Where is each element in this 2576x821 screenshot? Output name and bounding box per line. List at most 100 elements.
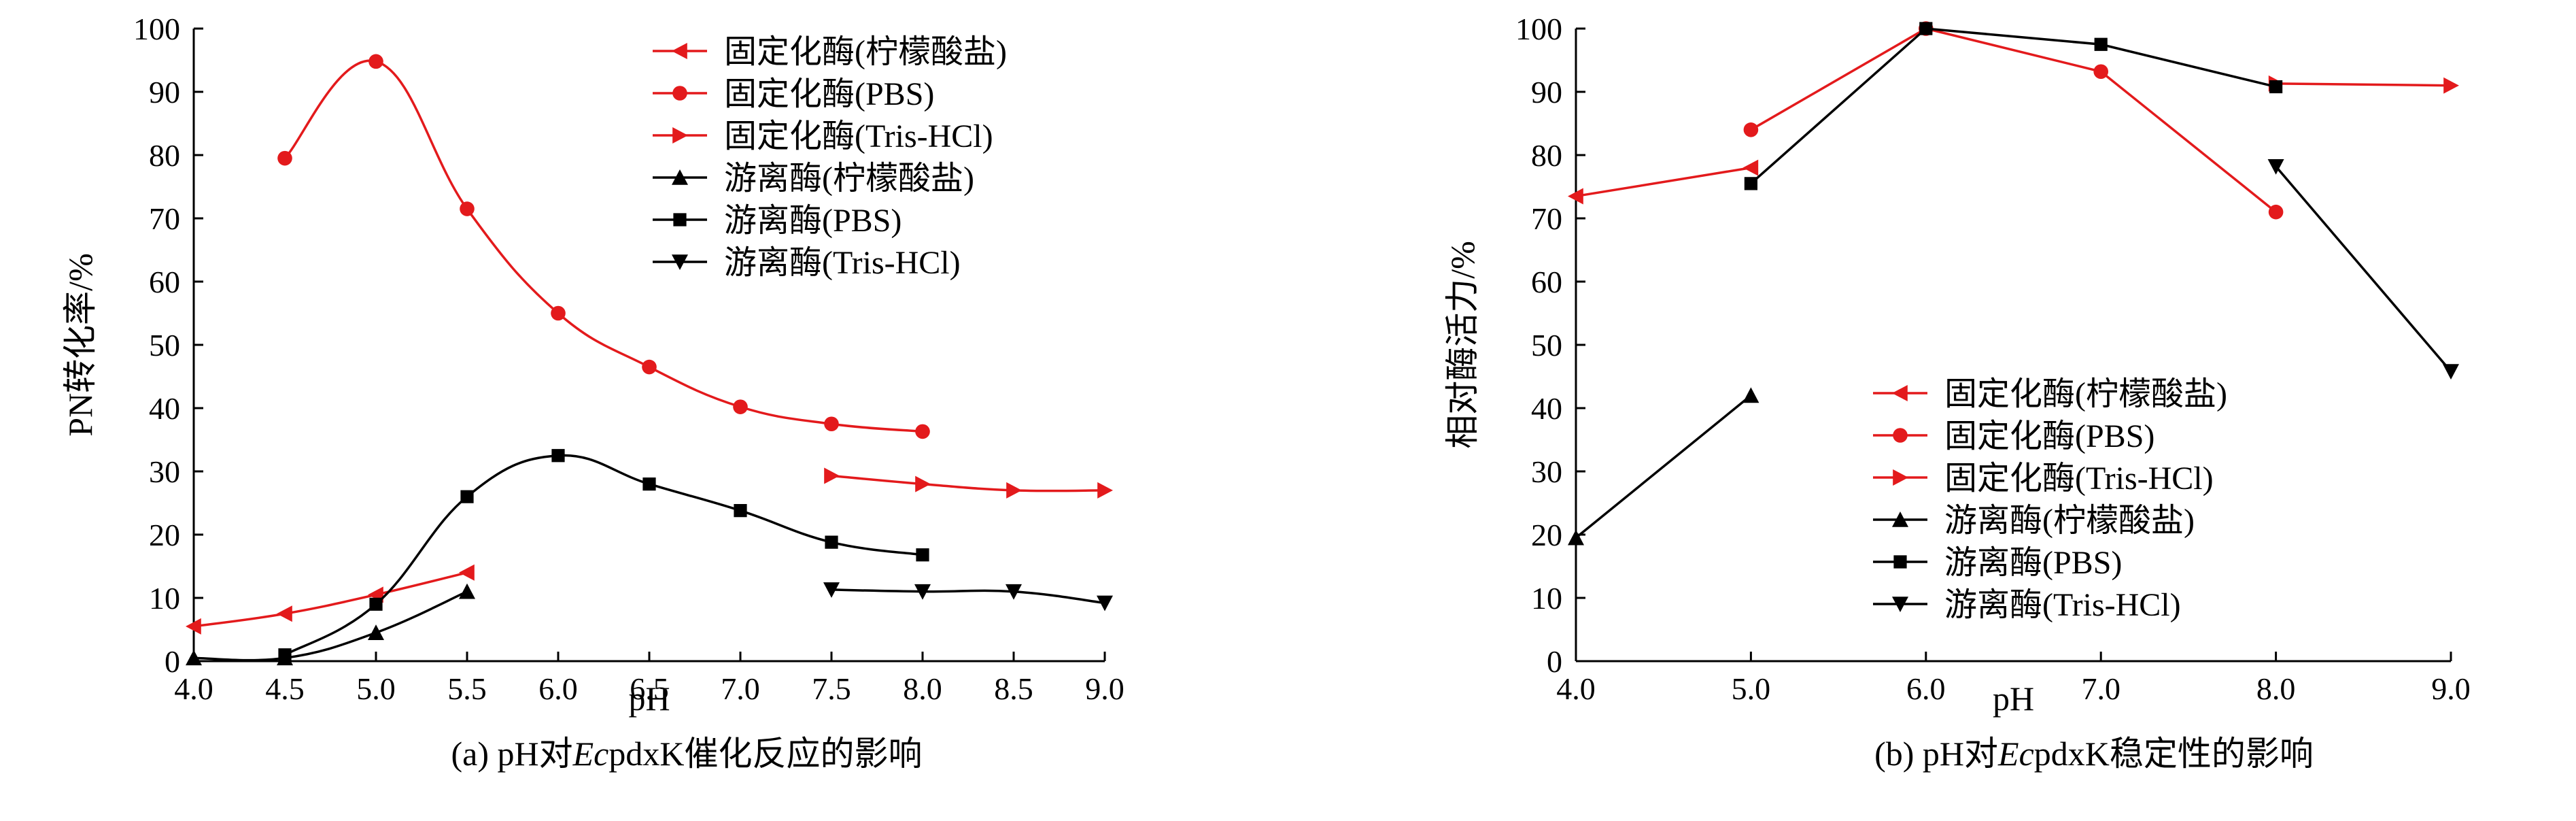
series-line [1750, 27, 2277, 185]
legend-label: 固定化酶(Tris-HCl) [1944, 460, 2214, 497]
y-tick-label: 60 [149, 265, 180, 299]
x-tick-label: 6.0 [538, 671, 578, 706]
legend-label: 固定化酶(Tris-HCl) [724, 118, 993, 154]
data-point [1568, 188, 1583, 205]
data-point [1006, 482, 1022, 499]
data-point [2094, 37, 2108, 51]
legend-marker [1892, 597, 1908, 612]
chart-b: 0 10 20 30 40 50 60 70 80 90 100 4.0 5.0 6.0 7.0 8.0 9.0… [1443, 12, 2471, 718]
data-point [369, 597, 383, 611]
y-tick-label: 50 [149, 328, 180, 363]
series-1 [1568, 159, 1759, 205]
data-point [277, 605, 292, 622]
legend-entry: 固定化酶(柠檬酸盐) [1873, 376, 2227, 412]
y-tick-label: 80 [149, 138, 180, 173]
caption-b: (b) pH对EcpdxK稳定性的影响 [1720, 726, 2468, 775]
series-4 [1568, 387, 1759, 546]
data-point [1742, 159, 1759, 176]
data-point [642, 477, 656, 491]
x-tick-label: 4.5 [265, 671, 305, 706]
y-tick-label: 10 [1531, 581, 1562, 616]
data-point [1744, 177, 1757, 190]
data-point [2269, 80, 2283, 94]
data-point [459, 583, 475, 599]
y-tick-label: 30 [149, 454, 180, 489]
x-tick-label: 9.0 [1085, 671, 1124, 706]
data-point [460, 490, 474, 503]
data-point [915, 424, 930, 439]
y-tick-label: 90 [1531, 75, 1562, 110]
caption-b-italic: Ec [1998, 735, 2034, 773]
caption-a: (a) pH对EcpdxK催化反应的影响 [347, 726, 1027, 775]
data-point [277, 150, 292, 166]
legend-entry: 游离酶(PBS) [1873, 545, 2122, 581]
data-point [368, 624, 384, 640]
series-6 [2267, 158, 2459, 380]
legend-entry: 游离酶(Tris-HCl) [1873, 587, 2181, 623]
data-point [1742, 387, 1759, 403]
legend-label: 游离酶(柠檬酸盐) [1944, 503, 2195, 539]
y-tick-label: 0 [165, 644, 180, 679]
data-point [825, 535, 838, 549]
caption-a-prefix: (a) pH对 [451, 735, 573, 773]
series-3 [2268, 75, 2459, 94]
legend-marker [1892, 512, 1908, 527]
series-line [1575, 166, 1751, 198]
data-point [1097, 482, 1113, 499]
legend-label: 游离酶(PBS) [1944, 545, 2122, 581]
legend-marker [673, 213, 687, 227]
series-line [831, 474, 1105, 492]
data-point [186, 650, 202, 666]
y-tick-label: 30 [1531, 454, 1562, 489]
data-point [551, 449, 565, 463]
data-point [734, 504, 747, 518]
x-tick-label: 7.5 [812, 671, 851, 706]
x-tick-label: 8.5 [994, 671, 1033, 706]
caption-b-prefix: (b) pH对 [1874, 735, 1999, 773]
x-tick-label: 5.5 [447, 671, 487, 706]
data-point [551, 305, 566, 321]
legend-marker [1893, 555, 1907, 569]
data-point [823, 582, 840, 598]
legend-marker [1893, 469, 1908, 486]
data-point [733, 399, 748, 414]
legend-entry: 固定化酶(Tris-HCl) [653, 118, 993, 154]
legend-label: 游离酶(Tris-HCl) [1944, 587, 2181, 623]
data-point [2093, 64, 2108, 80]
data-point [642, 359, 657, 375]
x-tick-label: 5.0 [356, 671, 396, 706]
data-point [824, 467, 840, 484]
data-point [1097, 595, 1113, 611]
data-point [2268, 204, 2284, 220]
y-tick-label: 0 [1547, 644, 1562, 679]
x-tick-label: 4.0 [1556, 671, 1596, 706]
data-point [186, 618, 201, 635]
series-line [193, 571, 468, 628]
legend-entry: 游离酶(柠檬酸盐) [653, 161, 974, 197]
series-line [1750, 27, 2277, 214]
legend-label: 游离酶(Tris-HCl) [724, 245, 961, 281]
y-tick-label: 20 [1531, 518, 1562, 552]
legend-entry: 固定化酶(PBS) [653, 76, 934, 112]
series-3 [824, 467, 1113, 499]
legend-entry: 游离酶(PBS) [653, 203, 901, 239]
y-axis-title: PN转化率/% [61, 253, 99, 436]
series-1 [186, 564, 475, 635]
series-line [284, 454, 923, 656]
data-point [2443, 77, 2459, 94]
data-point [1006, 584, 1022, 600]
y-tick-label: 50 [1531, 328, 1562, 363]
series-5 [1744, 22, 2283, 190]
legend-label: 固定化酶(柠檬酸盐) [724, 34, 1007, 70]
legend-marker [672, 127, 688, 144]
series-line [1575, 395, 1752, 539]
data-point [914, 584, 931, 600]
y-axis-title: 相对酶活力/% [1443, 241, 1481, 449]
series-5 [278, 449, 929, 662]
legend-entry: 游离酶(柠檬酸盐) [1873, 503, 2195, 539]
legend-label: 游离酶(柠檬酸盐) [724, 161, 974, 197]
legend-entry: 固定化酶(柠檬酸盐) [653, 34, 1007, 70]
y-tick-label: 90 [149, 75, 180, 110]
y-tick-label: 100 [133, 12, 180, 46]
